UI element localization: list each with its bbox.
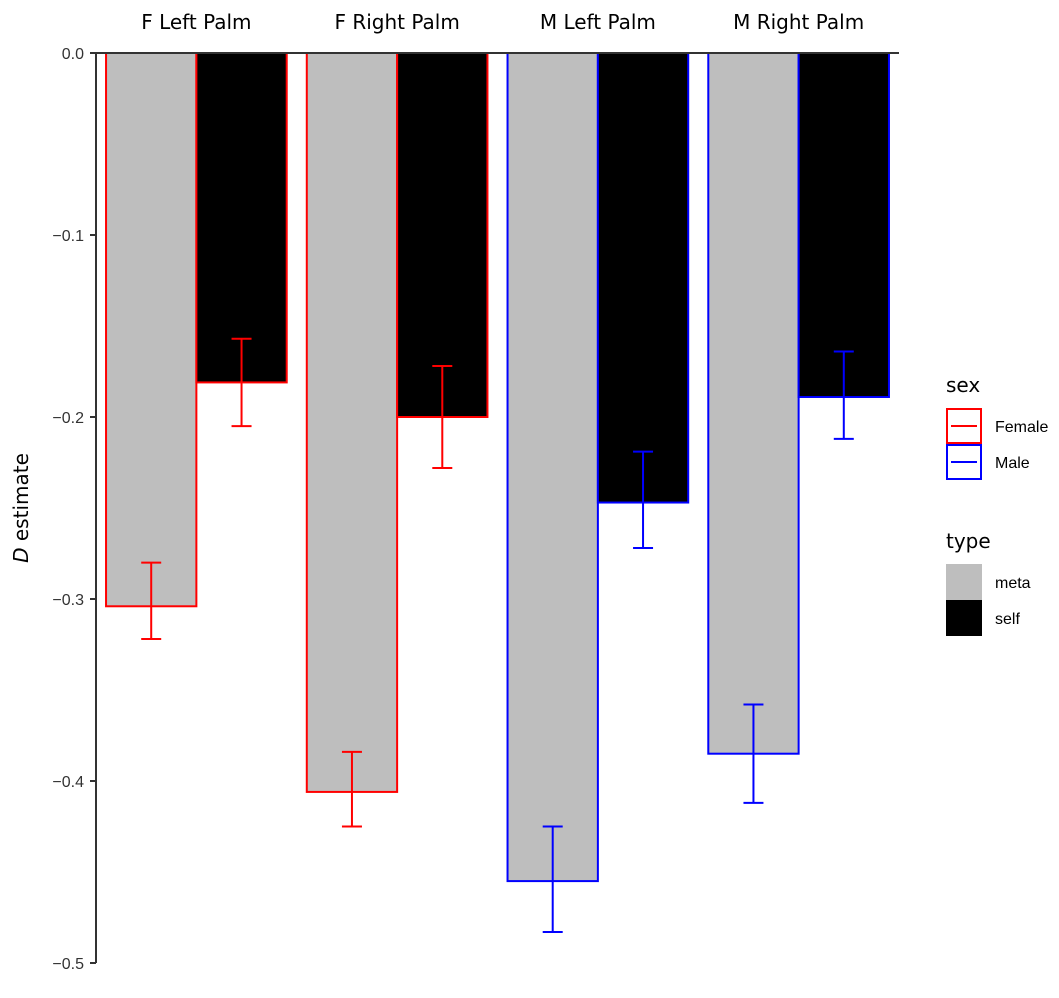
legend: sex Female Male type meta self (946, 373, 1048, 636)
y-tick-label-3: −0.2 (52, 410, 84, 427)
y-axis-title-rest: estimate (9, 453, 33, 547)
category-label-1: F Left Palm (141, 10, 251, 34)
bar-meta-2 (305, 52, 399, 793)
y-axis-title-italic: D (9, 547, 33, 562)
legend-label-male: Male (995, 455, 1030, 472)
legend-label-female: Female (995, 419, 1048, 436)
bar-self-3 (596, 52, 690, 504)
y-tick-label-1: 0.0 (62, 46, 84, 63)
bar-meta-4 (707, 52, 800, 755)
legend-label-meta: meta (995, 575, 1031, 592)
category-label-3: M Left Palm (540, 10, 656, 34)
errorbars-layer (141, 337, 854, 934)
bar-self-1 (195, 52, 288, 384)
category-label-2: F Right Palm (334, 10, 459, 34)
legend-title-sex: sex (946, 373, 980, 397)
y-tick-label-2: −0.1 (52, 228, 84, 245)
bar-self-2 (396, 52, 489, 418)
legend-key-meta (946, 564, 982, 600)
bar-meta-1 (105, 52, 198, 608)
y-tick-label-6: −0.5 (52, 956, 84, 973)
category-label-4: M Right Palm (733, 10, 864, 34)
y-tick-label-5: −0.4 (52, 774, 84, 791)
bar-self-4 (797, 52, 890, 398)
legend-title-type: type (946, 529, 991, 553)
y-axis-title: D estimate (9, 453, 33, 563)
legend-key-self (946, 600, 982, 636)
y-tick-label-4: −0.3 (52, 592, 84, 609)
legend-label-self: self (995, 611, 1020, 628)
y-axis-ticks: 0.0 −0.1 −0.2 −0.3 −0.4 −0.5 (52, 46, 96, 973)
category-labels: F Left Palm F Right Palm M Left Palm M Righ… (141, 10, 864, 34)
bar-meta-3 (506, 52, 599, 883)
bars-layer (105, 52, 890, 883)
